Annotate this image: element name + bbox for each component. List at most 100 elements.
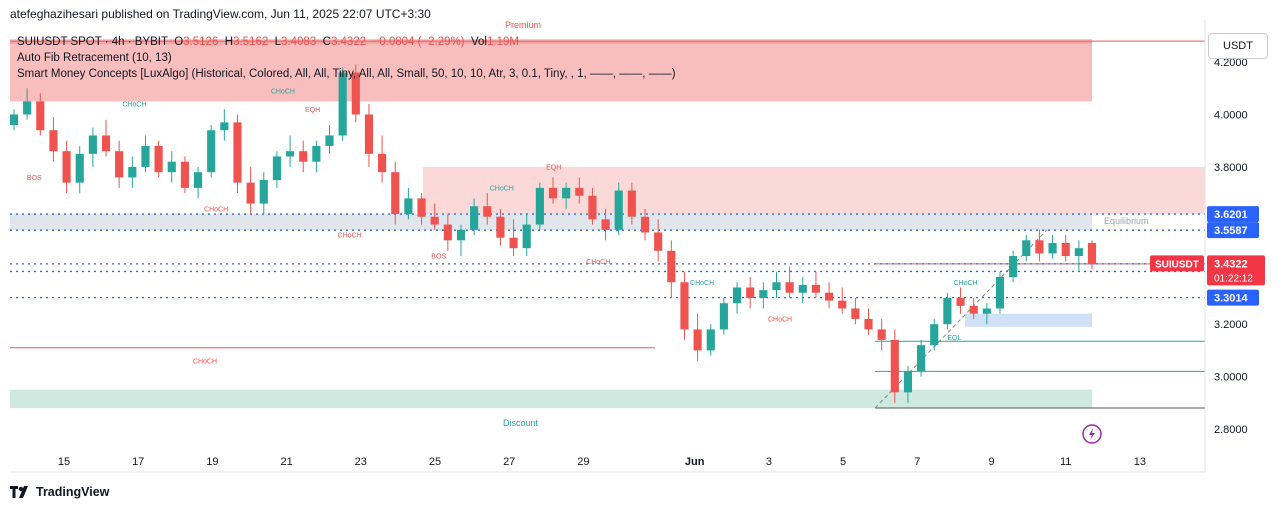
candle-body xyxy=(272,156,282,181)
legend-open: 3.5126 xyxy=(183,36,219,48)
x-tick-label-5: 25 xyxy=(429,456,441,468)
lightning-icon-glyph xyxy=(1089,428,1095,440)
candle-body xyxy=(9,114,19,125)
x-tick-label-4: 23 xyxy=(355,456,367,468)
x-tick-label-11: 7 xyxy=(914,456,920,468)
y-tick-label-4: 3.0000 xyxy=(1214,372,1248,384)
smc-label-choch-14: CHoCH xyxy=(193,359,217,366)
candle-body xyxy=(456,229,466,241)
tradingview-brand-text: TradingView xyxy=(36,485,110,499)
last-price-label: 3.4322 xyxy=(1214,258,1248,270)
price-label-box-3 xyxy=(1207,289,1259,306)
candle-body xyxy=(299,151,308,162)
smc-label-choch-11: CHoCH xyxy=(768,317,792,324)
legend-indicator-smc[interactable]: Smart Money Concepts [LuxAlgo] (Historic… xyxy=(17,68,676,80)
candle-body xyxy=(798,284,807,293)
candle-body xyxy=(746,287,755,298)
candle-body xyxy=(1074,248,1083,257)
legend-volume: 1.19M xyxy=(486,36,519,48)
price-label-3: 3.3014 xyxy=(1214,293,1249,305)
legend-indicator-fib[interactable]: Auto Fib Retracement (10, 13) xyxy=(17,52,172,64)
y-tick-label-3: 3.2000 xyxy=(1214,319,1248,331)
x-tick-label-10: 5 xyxy=(840,456,846,468)
candle-body xyxy=(496,216,505,238)
candle-body xyxy=(483,206,492,217)
candle-body xyxy=(824,292,834,301)
legend-vol-label: Vol xyxy=(470,36,487,48)
candle-body xyxy=(1009,256,1018,278)
candle-body xyxy=(88,135,97,154)
candle-body xyxy=(930,324,939,346)
candle-body xyxy=(115,151,124,178)
smc-label-choch-3: CHoCH xyxy=(271,89,295,96)
candle-body xyxy=(548,187,558,199)
x-tick-label-1: 17 xyxy=(132,456,144,468)
candle-body xyxy=(614,190,623,230)
candle-body xyxy=(404,198,413,215)
candle-body xyxy=(154,145,163,173)
symbol-tag: SUIUSDT xyxy=(1155,259,1199,270)
x-tick-label-9: 3 xyxy=(766,456,772,468)
legend-ohlc-row: SUIUSDT SPOT · 4h · BYBIT O3.5126 H3.516… xyxy=(17,34,676,50)
smc-label-choch-7: CHoCH xyxy=(490,186,514,193)
candle-body xyxy=(982,308,991,314)
candle-body xyxy=(101,135,111,152)
candle-body xyxy=(62,151,71,183)
smc-label-eql-13: EQL xyxy=(947,335,961,342)
candle-body xyxy=(903,371,913,393)
smc-label-choch-1: CHoCH xyxy=(122,102,146,109)
candle-body xyxy=(312,145,321,162)
candle-body xyxy=(535,187,544,225)
tradingview-logo-icon xyxy=(10,486,28,498)
candle-body xyxy=(351,72,360,115)
legend-symbol[interactable]: SUIUSDT SPOT · 4h · BYBIT xyxy=(17,36,168,48)
candle-body xyxy=(509,237,518,249)
tradingview-logo[interactable]: TradingView xyxy=(10,485,109,499)
smc-label-eqh-8: EQH xyxy=(546,165,561,172)
equilibrium-label: Equilibrium xyxy=(1104,216,1149,226)
candle-body xyxy=(575,187,584,196)
discount-label: Discount xyxy=(503,418,539,428)
smc-label-bos-0: BOS xyxy=(27,175,42,182)
candle-body xyxy=(1048,242,1057,254)
legend-high: 3.5162 xyxy=(233,36,269,48)
legend-close: 3.4322 xyxy=(330,36,367,48)
currency-button[interactable]: USDT xyxy=(1208,33,1268,59)
x-tick-label-6: 27 xyxy=(503,456,515,468)
candle-body xyxy=(969,305,978,314)
candle-body xyxy=(1087,242,1097,264)
candle-body xyxy=(785,282,794,293)
candle-body xyxy=(719,303,728,330)
candle-body xyxy=(772,282,781,291)
smc-label-choch-2: CHoCH xyxy=(204,206,228,213)
candle-body xyxy=(49,130,58,152)
candle-body xyxy=(1061,242,1070,257)
candle-body xyxy=(1022,240,1031,257)
candle-body xyxy=(562,187,571,199)
candle-body xyxy=(654,232,663,251)
candle-body xyxy=(667,250,676,283)
candle-body xyxy=(193,172,203,188)
premium-zone xyxy=(10,41,1092,102)
candle-body xyxy=(338,72,347,136)
last-price-box xyxy=(1207,255,1265,286)
x-tick-label-13: 11 xyxy=(1060,456,1071,468)
candle-body xyxy=(443,224,452,241)
candle-body xyxy=(417,198,426,217)
candle-body xyxy=(220,122,229,131)
candle-body xyxy=(522,224,531,249)
candle-body xyxy=(877,329,886,340)
candle-body xyxy=(588,195,597,220)
candle-body xyxy=(627,190,636,217)
candle-body xyxy=(259,180,268,204)
x-tick-label-14: 13 xyxy=(1134,456,1146,468)
lightning-icon[interactable] xyxy=(1082,424,1102,444)
publish-byline: atefeghazihesari published on TradingVie… xyxy=(10,7,431,21)
x-tick-label-2: 19 xyxy=(206,456,218,468)
candle-body xyxy=(680,282,689,330)
candle-body xyxy=(470,206,479,230)
symbol-tag-box xyxy=(1150,255,1204,272)
candle-body xyxy=(128,166,137,178)
